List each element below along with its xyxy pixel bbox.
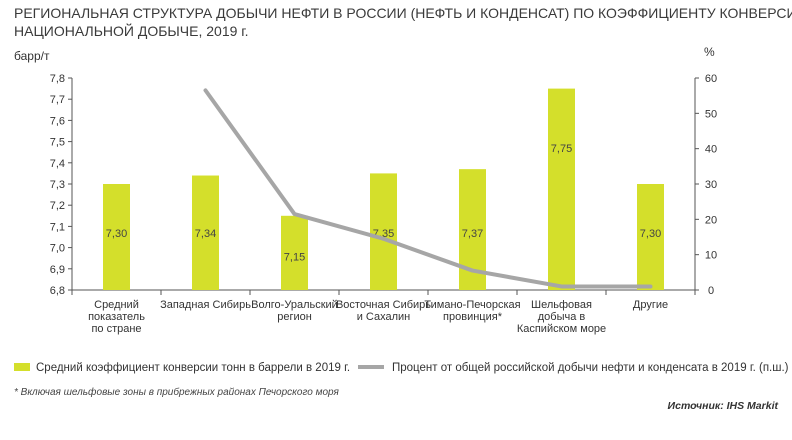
y-left-tick-label: 7,3 [50,179,65,191]
category-label-line: показатель [88,311,145,323]
category-label-line: Средний [94,299,139,311]
category-label: Другие [633,299,668,311]
share-line [206,90,651,286]
category-label-line: регион [277,311,312,323]
category-label-line: Западная Сибирь [160,299,251,311]
source: Источник: IHS Markit [668,400,779,412]
y-left-tick-label: 7,6 [50,115,65,127]
bar-value-label: 7,30 [640,228,661,240]
category-label-line: Тимано-Печорская [424,299,520,311]
category-label: Средний показатель по стране [88,299,145,335]
category-label: Тимано-Печорская провинция* [424,299,520,323]
category-label-line: по стране [91,323,141,335]
bar-value-label: 7,30 [106,228,127,240]
y-left-tick-label: 7,4 [50,158,65,170]
y-left-tick-label: 7,7 [50,94,65,106]
y-right-tick-label: 60 [705,73,717,85]
category-label-line: Шельфовая [531,299,592,311]
category-label-line: и Сахалин [357,311,411,323]
bar [548,89,575,290]
category-label-line: добыча в [538,311,586,323]
y-right-tick-label: 30 [705,179,717,191]
category-label: Волго-Уральский регион [251,299,338,323]
y-left-tick-label: 7,8 [50,73,65,85]
category-label-line: Другие [633,299,668,311]
category-labels: Средний показатель по стране Западная Сибир… [72,290,695,335]
category-label-line: Волго-Уральский [251,299,338,311]
y-right-tick-label: 10 [705,250,717,262]
y-right-unit: % [704,45,715,59]
y-left-unit: барр/т [14,49,50,63]
bar-value-label: 7,37 [462,228,483,240]
y-right-tick-label: 20 [705,214,717,226]
y-left-tick-label: 7,2 [50,200,65,212]
category-label: Восточная Сибирь и Сахалин [336,299,431,323]
y-left-tick-label: 6,8 [50,285,65,297]
footnote: * Включая шельфовые зоны в прибрежных ра… [14,386,339,398]
category-label-line: Восточная Сибирь [336,299,431,311]
y-left-ticks: 7,8 7,7 7,6 7,5 7,4 7,3 7,2 7,1 7,0 6,9 6,8 [50,73,72,297]
chart-title-line-1: РЕГИОНАЛЬНАЯ СТРУКТУРА ДОБЫЧИ НЕФТИ В РО… [14,5,792,21]
bar-value-label: 7,15 [284,251,305,263]
legend-bar-label: Средний коэффициент конверсии тонн в бар… [36,362,350,374]
y-right-ticks: 60 50 40 30 20 10 0 [695,73,717,297]
y-right-tick-label: 50 [705,108,717,120]
category-label: Шельфовая добыча в Каспийском море [517,299,606,335]
y-right-tick-label: 40 [705,144,717,156]
y-left-tick-label: 6,9 [50,264,65,276]
y-left-tick-label: 7,5 [50,137,65,149]
share-line-path [206,90,651,286]
y-right-tick-label: 0 [708,285,714,297]
legend-bar-swatch [14,363,30,371]
chart-title-line-2: НАЦИОНАЛЬНОЙ ДОБЫЧЕ, 2019 г. [14,22,249,39]
bar-value-label: 7,34 [195,228,216,240]
bars [103,89,664,290]
category-label-line: провинция* [443,311,503,323]
y-left-tick-label: 7,1 [50,221,65,233]
legend-line-label: Процент от общей российской добычи нефти… [392,362,789,374]
category-label-line: Каспийском море [517,323,606,335]
y-left-tick-label: 7,0 [50,243,65,255]
category-label: Западная Сибирь [160,299,251,311]
bar-value-label: 7,75 [551,143,572,155]
